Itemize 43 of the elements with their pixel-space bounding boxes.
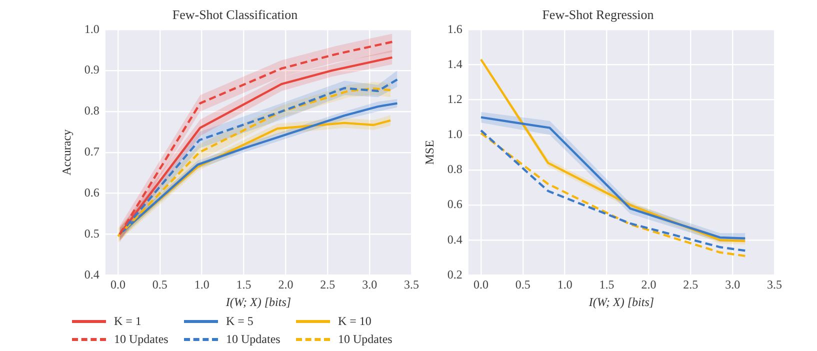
legend-label: K = 10 [338, 314, 372, 328]
y-tick-label: 1.2 [447, 92, 462, 106]
y-tick-label: 0.8 [447, 162, 462, 176]
y-tick-label: 0.6 [447, 197, 462, 212]
x-axis-title: I(W; X) [bits] [224, 294, 292, 309]
x-tick-label: 0.0 [110, 278, 126, 292]
x-tick-label: 3.5 [767, 278, 782, 292]
x-tick-label: 2.5 [320, 278, 336, 292]
legend-label: 10 Updates [226, 332, 280, 346]
y-tick-label: 0.7 [84, 144, 100, 159]
legend-label: 10 Updates [114, 332, 168, 346]
x-tick-label: 1.0 [194, 278, 210, 292]
x-tick-label: 0.5 [515, 278, 530, 292]
y-tick-label: 1.4 [447, 56, 462, 71]
y-tick-label: 0.4 [84, 267, 100, 282]
x-tick-label: 2.0 [278, 278, 294, 292]
legend-label: K = 1 [114, 314, 142, 328]
chart-title: Few-Shot Regression [542, 7, 654, 22]
x-tick-label: 2.0 [641, 278, 656, 292]
y-axis-title: MSE [422, 140, 436, 165]
x-tick-label: 1.0 [557, 278, 572, 292]
y-tick-label: 0.5 [84, 226, 100, 240]
y-tick-label: 0.4 [447, 232, 462, 246]
x-tick-label: 3.5 [404, 278, 419, 292]
x-tick-label: 0.5 [152, 278, 168, 292]
y-axis-title: Accuracy [59, 129, 74, 176]
y-tick-label: 1.0 [447, 127, 462, 142]
x-axis-title: I(W; X) [bits] [588, 294, 654, 309]
x-tick-label: 1.5 [236, 278, 252, 292]
y-tick-label: 0.9 [84, 62, 100, 77]
x-tick-label: 2.5 [683, 278, 698, 292]
chart-title: Few-Shot Classification [172, 7, 298, 22]
legend-label: 10 Updates [338, 332, 392, 346]
y-tick-label: 1.6 [447, 22, 462, 36]
legend-label: K = 5 [226, 314, 254, 328]
x-tick-label: 3.0 [725, 278, 740, 292]
x-tick-label: 3.0 [362, 278, 378, 292]
y-tick-label: 0.2 [447, 267, 462, 282]
y-tick-label: 1.0 [84, 22, 100, 36]
y-tick-label: 0.6 [84, 185, 100, 200]
x-tick-label: 0.0 [473, 278, 488, 292]
x-tick-label: 1.5 [599, 278, 614, 292]
y-tick-label: 0.8 [84, 104, 100, 118]
